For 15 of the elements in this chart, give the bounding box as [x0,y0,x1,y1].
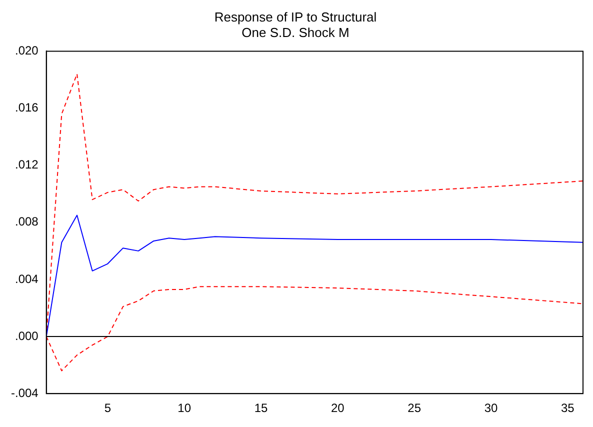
x-tick-label: 30 [484,401,498,416]
x-tick-label: 15 [254,401,268,416]
x-tick-label: 20 [330,401,345,416]
x-tick-label: 25 [408,401,422,416]
y-tick-label: -.004 [10,386,39,400]
y-tick-label: .004 [14,272,39,286]
chart-title: Response of IP to Structural One S.D. Shock M [214,9,377,40]
y-tick-label: .020 [14,44,39,58]
y-tick-label: .000 [14,328,39,343]
x-tick-label: 10 [178,401,192,416]
x-tick-label: 5 [104,401,112,416]
y-tick-label: .008 [14,214,39,229]
x-tick-label: 35 [560,401,575,416]
y-tick-label: .016 [14,100,39,115]
y-tick-label: .012 [14,158,39,172]
